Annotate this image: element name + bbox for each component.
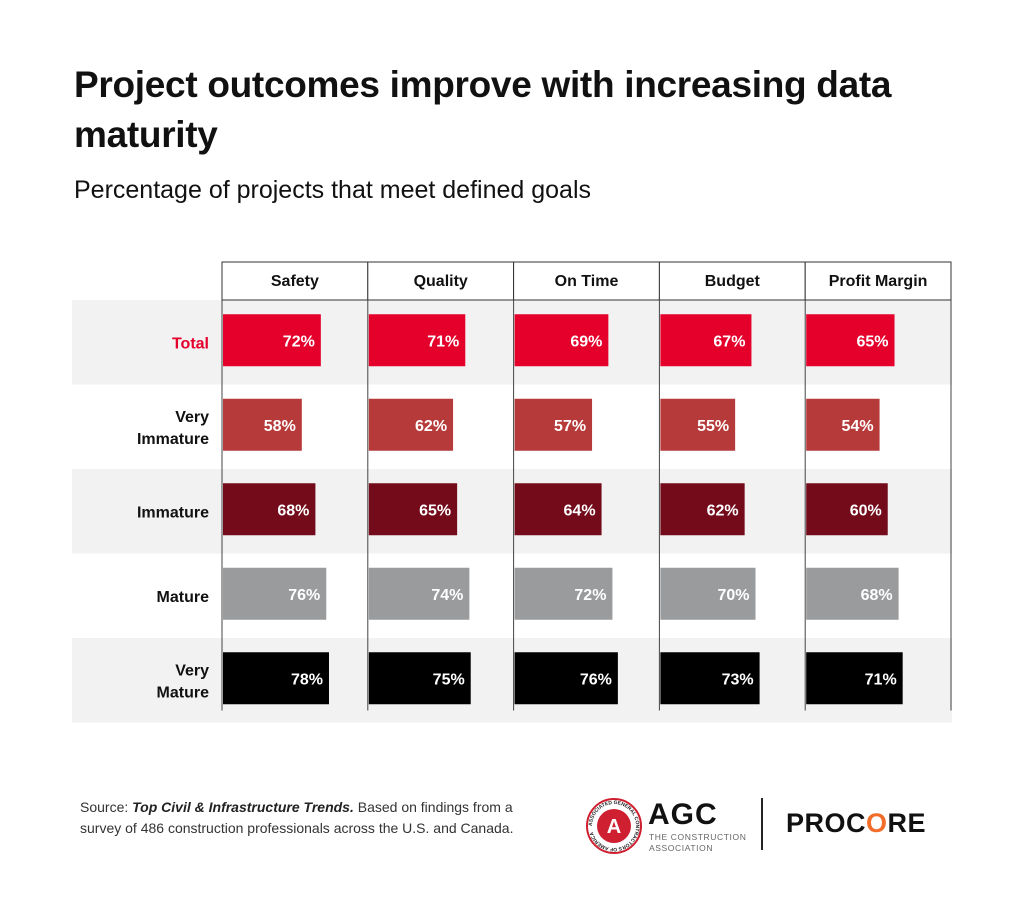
agc-wordmark: AGC bbox=[648, 798, 718, 831]
bar-mature-safety bbox=[223, 567, 327, 620]
data-label-very-mature-safety: 78% bbox=[291, 671, 323, 688]
column-header-cell bbox=[804, 261, 952, 301]
row-label-total: Total bbox=[172, 335, 209, 352]
bar-very-mature-quality bbox=[368, 652, 471, 705]
data-label-immature-quality: 65% bbox=[419, 502, 451, 519]
data-label-mature-on-time: 72% bbox=[574, 587, 606, 604]
data-label-immature-profit-margin: 60% bbox=[850, 502, 882, 519]
source-publication: Top Civil & Infrastructure Trends. bbox=[132, 799, 354, 815]
data-label-immature-on-time: 64% bbox=[564, 502, 596, 519]
data-label-very-immature-quality: 62% bbox=[415, 418, 447, 435]
data-label-total-profit-margin: 65% bbox=[856, 333, 888, 350]
bar-total-on-time bbox=[514, 314, 609, 367]
bar-very-immature-on-time bbox=[514, 398, 593, 451]
data-label-mature-profit-margin: 68% bbox=[861, 587, 893, 604]
chart-title: Project outcomes improve with increasing… bbox=[74, 64, 892, 155]
agc-tagline: THE CONSTRUCTION ASSOCIATION bbox=[649, 832, 759, 854]
data-label-mature-safety: 76% bbox=[288, 587, 320, 604]
logo-divider bbox=[761, 798, 763, 850]
data-label-very-immature-safety: 58% bbox=[264, 418, 296, 435]
bar-mature-profit-margin bbox=[806, 567, 899, 620]
bar-total-profit-margin bbox=[806, 314, 895, 367]
chart-subtitle: Percentage of projects that meet defined… bbox=[74, 176, 591, 204]
data-label-immature-safety: 68% bbox=[277, 502, 309, 519]
source-text: Based on findings from a survey of 486 c… bbox=[80, 799, 514, 836]
bar-very-mature-on-time bbox=[514, 652, 618, 705]
bar-mature-on-time bbox=[514, 567, 613, 620]
data-label-immature-budget: 62% bbox=[707, 502, 739, 519]
data-label-mature-quality: 74% bbox=[431, 587, 463, 604]
bar-very-immature-safety bbox=[223, 398, 302, 451]
bar-very-mature-budget bbox=[660, 652, 760, 705]
bar-very-immature-budget bbox=[660, 398, 736, 451]
bar-very-immature-profit-margin bbox=[806, 398, 880, 451]
procore-wordmark: PROCORE bbox=[786, 808, 926, 838]
column-header-profit-margin: Profit Margin bbox=[829, 273, 928, 290]
agc-seal-logo: ASSOCIATED GENERAL CONTRACTORS OF AMERIC… bbox=[586, 798, 642, 854]
data-label-very-mature-on-time: 76% bbox=[580, 671, 612, 688]
bar-immature-on-time bbox=[514, 483, 602, 536]
data-label-mature-budget: 70% bbox=[717, 587, 749, 604]
data-label-very-immature-on-time: 57% bbox=[554, 418, 586, 435]
bar-mature-budget bbox=[660, 567, 756, 620]
agc-tagline-line2: ASSOCIATION bbox=[649, 843, 714, 853]
data-label-total-quality: 71% bbox=[427, 333, 459, 350]
row-label-very-immature: Very Immature bbox=[137, 409, 209, 448]
data-label-total-budget: 67% bbox=[713, 333, 745, 350]
bar-immature-safety bbox=[223, 483, 316, 536]
partner-logos: ASSOCIATED GENERAL CONTRACTORS OF AMERIC… bbox=[586, 796, 966, 858]
source-prefix: Source: bbox=[80, 799, 133, 815]
agc-seal-letter: A bbox=[607, 816, 621, 838]
bar-very-mature-profit-margin bbox=[806, 652, 903, 705]
bar-chart: Safety Quality On Time Budget Profit Margin T… bbox=[72, 261, 952, 723]
column-header-cell bbox=[367, 261, 515, 301]
data-label-very-mature-quality: 75% bbox=[433, 671, 465, 688]
data-label-very-mature-budget: 73% bbox=[722, 671, 754, 688]
column-header-quality: Quality bbox=[414, 273, 468, 290]
bar-total-budget bbox=[660, 314, 752, 367]
column-header-on-time: On Time bbox=[555, 273, 619, 290]
data-label-very-mature-profit-margin: 71% bbox=[865, 671, 897, 688]
bar-mature-quality bbox=[368, 567, 470, 620]
column-header-budget: Budget bbox=[705, 273, 761, 290]
bar-total-quality bbox=[368, 314, 466, 367]
data-label-total-on-time: 69% bbox=[570, 333, 602, 350]
bar-total-safety bbox=[223, 314, 321, 367]
data-label-very-immature-profit-margin: 54% bbox=[842, 418, 874, 435]
bar-very-mature-safety bbox=[223, 652, 329, 705]
source-note: Source: Top Civil & Infrastructure Trend… bbox=[80, 797, 550, 839]
procore-logo: PROCORE bbox=[786, 808, 926, 838]
bar-immature-budget bbox=[660, 483, 745, 536]
bar-immature-profit-margin bbox=[806, 483, 888, 536]
bar-immature-quality bbox=[368, 483, 458, 536]
data-label-total-safety: 72% bbox=[283, 333, 315, 350]
row-label-very-mature: Very Mature bbox=[157, 662, 210, 701]
column-header-cell bbox=[513, 261, 660, 301]
data-label-very-immature-budget: 55% bbox=[697, 418, 729, 435]
row-label-immature: Immature bbox=[137, 504, 209, 521]
agc-tagline-line1: THE CONSTRUCTION bbox=[649, 832, 747, 842]
column-header-cell bbox=[658, 261, 806, 301]
column-header-cell bbox=[221, 261, 369, 301]
row-label-mature: Mature bbox=[157, 589, 210, 606]
bar-very-immature-quality bbox=[368, 398, 454, 451]
column-header-safety: Safety bbox=[271, 273, 319, 290]
